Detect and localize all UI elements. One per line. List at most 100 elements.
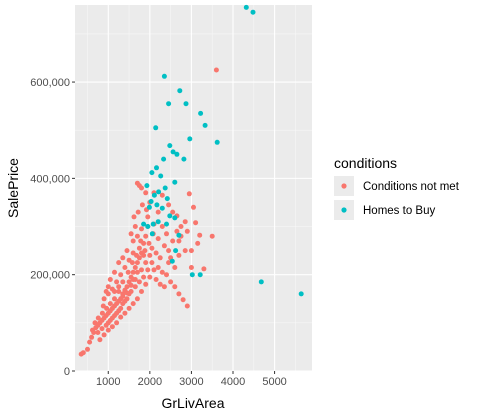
point-conditions-not-met-91 xyxy=(176,291,182,297)
point-conditions-not-met-148 xyxy=(136,245,142,251)
point-conditions-not-met-58 xyxy=(178,224,184,229)
point-conditions-not-met-9 xyxy=(159,224,165,229)
point-conditions-not-met-139 xyxy=(90,327,95,333)
point-conditions-not-met-93 xyxy=(184,303,190,309)
point-homes-to-buy-19 xyxy=(172,179,178,185)
point-conditions-not-met-85 xyxy=(151,267,157,273)
point-conditions-not-met-141 xyxy=(130,277,136,282)
point-homes-to-buy-21 xyxy=(144,183,150,189)
point-homes-to-buy-24 xyxy=(164,196,170,202)
point-conditions-not-met-88 xyxy=(164,272,169,278)
point-conditions-not-met-163 xyxy=(125,269,131,275)
point-conditions-not-met-24 xyxy=(130,269,136,275)
point-conditions-not-met-97 xyxy=(118,314,124,320)
y-tick-label-1: 200,000 xyxy=(30,270,70,282)
point-conditions-not-met-135 xyxy=(104,305,110,311)
point-conditions-not-met-54 xyxy=(159,192,165,198)
point-homes-to-buy-31 xyxy=(155,219,161,225)
legend: conditions Conditions not met Homes to B… xyxy=(334,155,460,220)
point-homes-to-buy-2 xyxy=(161,73,167,79)
point-conditions-not-met-147 xyxy=(105,320,111,326)
point-conditions-not-met-95 xyxy=(126,305,132,311)
point-conditions-not-met-87 xyxy=(159,269,165,275)
point-homes-to-buy-5 xyxy=(198,110,204,116)
point-homes-to-buy-3 xyxy=(177,88,183,94)
point-conditions-not-met-138 xyxy=(92,320,98,326)
y-axis: 0 200,000 400,000 600,000 xyxy=(30,77,75,378)
point-conditions-not-met-166 xyxy=(138,238,144,244)
point-conditions-not-met-5 xyxy=(182,248,188,254)
point-conditions-not-met-119 xyxy=(134,233,140,239)
grid-minor xyxy=(75,5,312,371)
point-conditions-not-met-99 xyxy=(109,324,115,330)
point-conditions-not-met-127 xyxy=(136,279,142,285)
point-conditions-not-met-61 xyxy=(195,240,201,246)
point-conditions-not-met-143 xyxy=(122,298,128,304)
point-conditions-not-met-121 xyxy=(145,214,151,220)
point-conditions-not-met-6 xyxy=(172,265,178,270)
point-homes-to-buy-35 xyxy=(141,221,147,227)
point-homes-to-buy-6 xyxy=(202,122,208,128)
point-conditions-not-met-52 xyxy=(143,190,149,196)
point-conditions-not-met-4 xyxy=(197,232,203,238)
y-tick-label-0: 0 xyxy=(64,366,70,378)
point-homes-to-buy-16 xyxy=(154,165,159,171)
point-homes-to-buy-37 xyxy=(176,232,182,238)
x-tick-label-0: 1000 xyxy=(96,376,120,388)
point-homes-to-buy-32 xyxy=(164,221,169,227)
point-conditions-not-met-160 xyxy=(120,279,126,285)
point-conditions-not-met-96 xyxy=(122,310,128,316)
point-conditions-not-met-110 xyxy=(124,248,130,254)
point-conditions-not-met-60 xyxy=(176,238,182,244)
point-conditions-not-met-1 xyxy=(186,191,192,197)
point-conditions-not-met-17 xyxy=(149,245,155,251)
point-conditions-not-met-171 xyxy=(135,209,141,215)
point-conditions-not-met-165 xyxy=(134,252,139,258)
point-homes-to-buy-22 xyxy=(156,189,162,195)
point-homes-to-buy-25 xyxy=(148,199,154,204)
point-conditions-not-met-15 xyxy=(143,233,149,239)
point-conditions-not-met-125 xyxy=(145,267,151,273)
x-axis: 1000 2000 3000 4000 5000 xyxy=(96,371,287,388)
point-conditions-not-met-66 xyxy=(118,272,124,278)
point-conditions-not-met-131 xyxy=(120,293,126,299)
legend-key-homes-to-buy xyxy=(341,207,347,213)
point-conditions-not-met-80 xyxy=(95,330,101,335)
point-conditions-not-met-92 xyxy=(180,297,186,303)
point-conditions-not-met-151 xyxy=(157,281,163,287)
point-conditions-not-met-84 xyxy=(147,274,153,280)
point-homes-to-buy-34 xyxy=(145,224,151,229)
point-conditions-not-met-104 xyxy=(143,260,149,266)
y-axis-title: SalePrice xyxy=(5,158,21,218)
point-conditions-not-met-122 xyxy=(132,224,138,229)
panel-background xyxy=(75,5,312,371)
point-conditions-not-met-111 xyxy=(120,255,126,261)
point-homes-to-buy-17 xyxy=(149,170,155,176)
point-conditions-not-met-146 xyxy=(109,315,115,321)
point-conditions-not-met-172 xyxy=(139,202,145,208)
point-homes-to-buy-11 xyxy=(167,143,173,149)
point-homes-to-buy-7 xyxy=(166,101,172,107)
point-conditions-not-met-107 xyxy=(161,243,167,249)
point-homes-to-buy-29 xyxy=(167,213,173,219)
point-conditions-not-met-23 xyxy=(132,265,138,270)
point-homes-to-buy-41 xyxy=(197,272,203,278)
point-conditions-not-met-2 xyxy=(191,204,196,210)
point-conditions-not-met-8 xyxy=(188,265,194,270)
point-homes-to-buy-8 xyxy=(153,125,159,131)
point-conditions-not-met-100 xyxy=(105,327,111,333)
point-conditions-not-met-18 xyxy=(153,250,159,256)
point-conditions-not-met-103 xyxy=(139,267,144,273)
legend-label-homes-to-buy: Homes to Buy xyxy=(363,205,435,217)
point-conditions-not-met-161 xyxy=(116,284,122,290)
point-conditions-not-met-157 xyxy=(182,219,188,225)
point-conditions-not-met-109 xyxy=(176,252,182,258)
point-homes-to-buy-28 xyxy=(159,205,165,211)
point-conditions-not-met-70 xyxy=(101,296,107,302)
x-tick-label-4: 5000 xyxy=(262,376,286,388)
point-conditions-not-met-112 xyxy=(116,260,122,266)
point-conditions-not-met-10 xyxy=(155,209,161,215)
point-homes-to-buy-13 xyxy=(174,151,180,157)
point-conditions-not-met-81 xyxy=(134,296,140,302)
